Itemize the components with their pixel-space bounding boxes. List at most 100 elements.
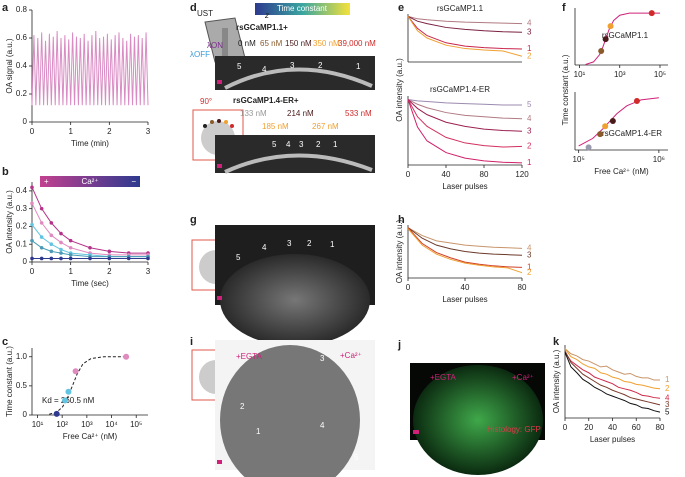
conc: 39,000 nM	[338, 39, 376, 48]
x-tick-label: 0	[563, 423, 568, 432]
x-tick-label: 10³	[614, 70, 626, 79]
chart: f 10¹ 10³ 10⁵ Time constant (a.u.) rsGCaMP1.1	[561, 2, 668, 125]
series-label: 4	[527, 243, 532, 252]
y-tick-label: 0.1	[16, 239, 28, 248]
label: +Ca²⁺	[340, 351, 362, 360]
colorbar-label: Time constant	[277, 4, 328, 13]
point	[61, 397, 68, 404]
dot	[203, 124, 207, 128]
x-axis-label: Time (sec)	[71, 279, 109, 288]
chart: h 0 40 80 Laser pulses OA intensity (a.u.) 43 1…	[395, 214, 532, 304]
y-axis-label: OA intensity (a.u.)	[5, 190, 14, 254]
x-tick-label: 40	[461, 283, 470, 292]
point	[39, 221, 44, 225]
point	[123, 353, 130, 360]
scale-bar	[217, 80, 222, 84]
point	[59, 231, 63, 236]
series-label: 1	[527, 263, 532, 272]
point	[68, 245, 73, 250]
label: Histology: GFP	[487, 425, 541, 434]
id: 4	[262, 65, 267, 74]
y-tick-label: 0	[23, 117, 28, 126]
x-tick-label: 10⁵	[130, 420, 142, 429]
point	[59, 240, 63, 245]
conc: 533 nM	[345, 109, 372, 118]
label: z	[264, 11, 269, 20]
image-content	[224, 153, 373, 174]
panel-label: b	[2, 166, 9, 178]
series-label: 2	[527, 268, 532, 277]
y-tick-label: 0.4	[16, 61, 28, 70]
point	[49, 256, 54, 261]
chart-title: rsGCaMP1.4-ER	[602, 129, 662, 138]
point	[65, 388, 72, 395]
x-tick-label: 60	[632, 423, 641, 432]
series-label: 5	[665, 407, 670, 416]
y-tick-label: 0.2	[16, 89, 28, 98]
id: 3	[320, 354, 325, 363]
x-tick-label: 10¹	[574, 70, 586, 79]
series-line	[407, 227, 523, 249]
panel-g: g 5 4 3 2 1	[190, 214, 375, 346]
id: 5	[354, 453, 359, 462]
conc: 150 nM	[285, 39, 312, 48]
point	[30, 238, 34, 243]
image-content	[413, 365, 543, 475]
x-tick-label: 80	[480, 170, 489, 179]
chart-title: rsGCaMP1.1	[602, 31, 649, 40]
point	[30, 256, 34, 261]
series-label: 4	[527, 114, 532, 123]
series-line	[407, 99, 523, 164]
scale-bar	[413, 430, 419, 434]
x-tick-label: 0	[406, 170, 411, 179]
colorbar-end: −	[131, 177, 136, 186]
series-line	[407, 99, 523, 148]
id: 4	[286, 140, 291, 149]
point	[49, 249, 54, 254]
id: 2	[318, 61, 323, 70]
x-tick-label: 40	[442, 170, 451, 179]
label: λON	[207, 41, 223, 50]
chart-title: rsGCaMP1.1	[437, 4, 484, 13]
series-line	[31, 30, 149, 106]
x-tick-label: 20	[584, 423, 593, 432]
point	[53, 410, 60, 417]
x-axis-label: Laser pulses	[442, 295, 487, 304]
panel-label: e	[398, 2, 404, 14]
conc: 0 nM	[238, 39, 256, 48]
dot	[217, 119, 221, 123]
panel-label: h	[398, 214, 405, 226]
x-tick-label: 2	[107, 127, 112, 136]
point	[88, 245, 92, 250]
point	[126, 256, 131, 261]
x-tick-label: 2	[107, 267, 112, 276]
series-line	[407, 16, 523, 50]
panel-d: d Time constant UST z λOFF λON 90° rsGCa…	[190, 2, 376, 174]
series-line	[407, 99, 523, 132]
label: +EGTA	[430, 373, 457, 382]
point	[648, 10, 655, 17]
point	[39, 206, 44, 211]
series-label: 3	[527, 250, 532, 259]
x-tick-label: 10¹	[32, 420, 44, 429]
series-line	[49, 356, 127, 415]
series-line	[578, 97, 659, 147]
y-axis-label: OA intensity (a.u.)	[395, 219, 404, 283]
title: rsGCaMP1.1+	[236, 23, 288, 32]
conc: 185 nM	[262, 122, 289, 131]
series-label: 2	[665, 384, 670, 393]
x-axis-label: Laser pulses	[442, 182, 487, 191]
x-tick-label: 10²	[56, 420, 68, 429]
chart: c 0 0.5 1.0 10¹ 10² 10³ 10⁴ 10⁵ Free Ca²⁺ (nM) Tim…	[2, 336, 148, 441]
annotation: Kd = 260.5 nM	[42, 396, 95, 405]
point	[30, 185, 34, 190]
y-tick-label: 0.6	[16, 33, 28, 42]
id: 4	[320, 421, 325, 430]
x-tick-label: 0	[30, 267, 35, 276]
x-tick-label: 40	[608, 423, 617, 432]
x-axis-label: Laser pulses	[590, 435, 635, 444]
series-line	[585, 12, 660, 65]
x-tick-label: 10⁶	[653, 155, 665, 164]
series-line	[407, 99, 523, 120]
